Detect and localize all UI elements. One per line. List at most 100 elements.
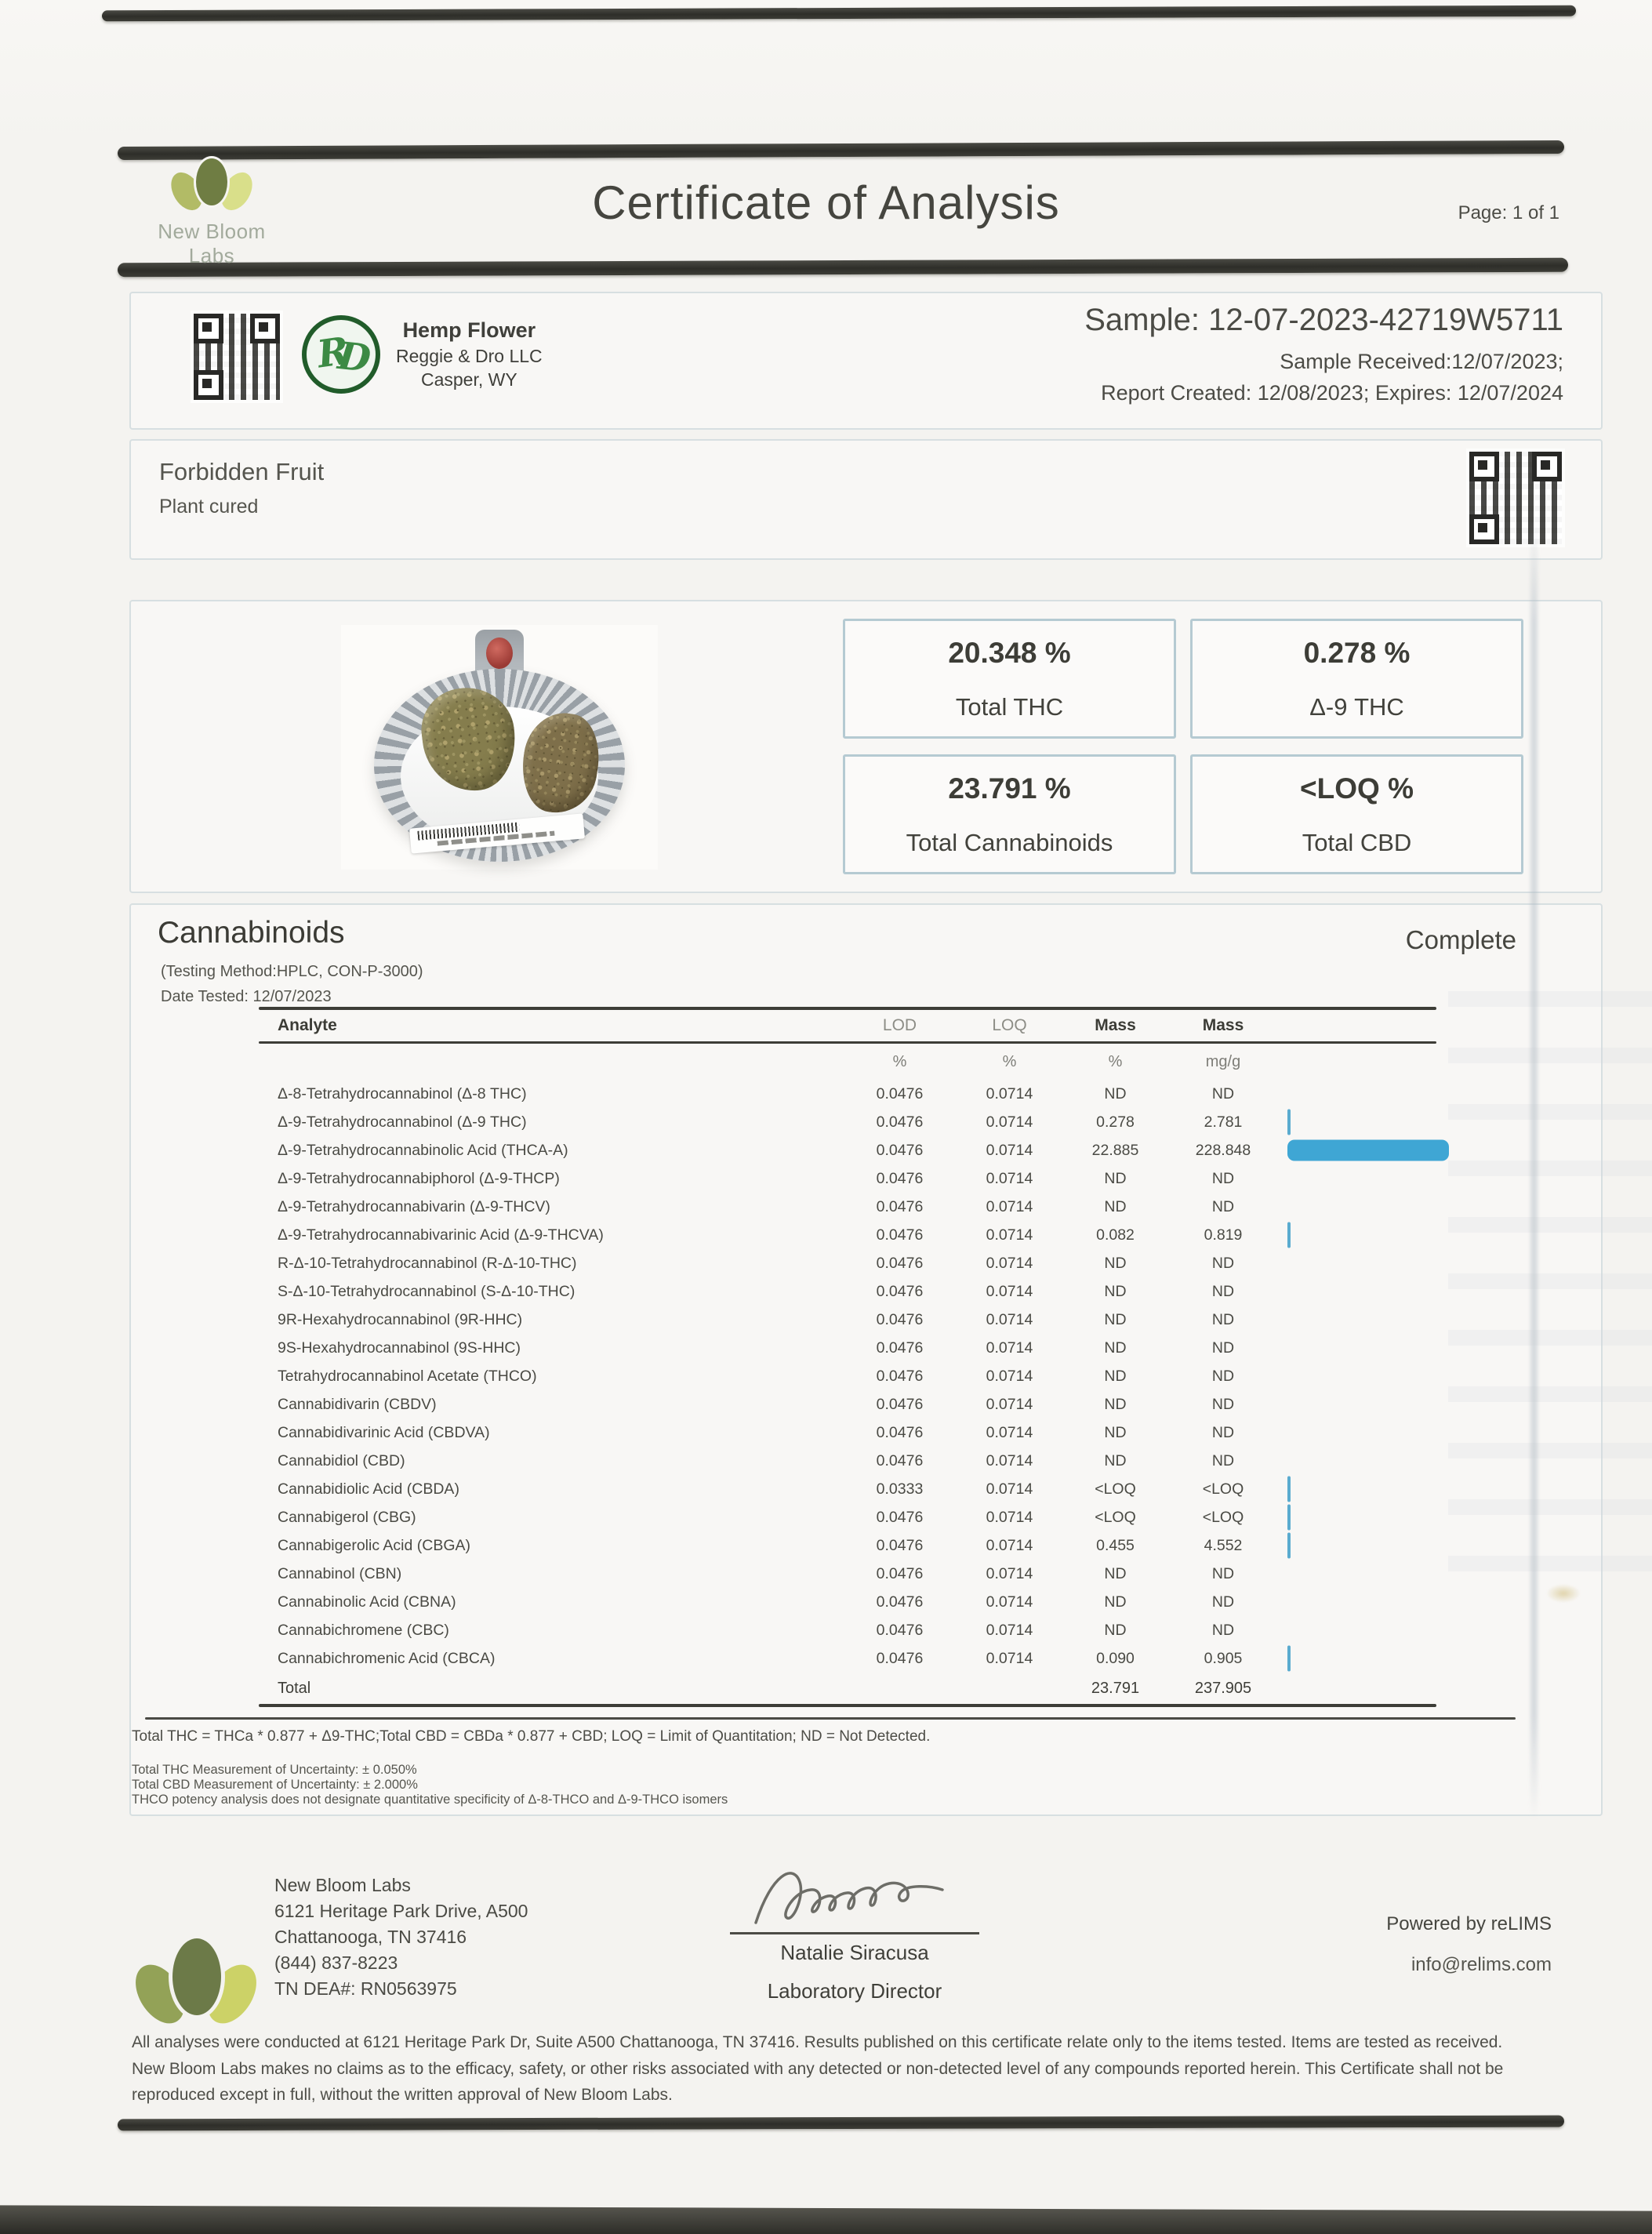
sample-meta: Sample: 12-07-2023-42719W5711 Sample Rec… [1084, 303, 1563, 405]
lod-value: 0.0476 [876, 1226, 924, 1244]
mass-mgg-value: 2.781 [1204, 1113, 1243, 1131]
loq-value: 0.0714 [986, 1339, 1033, 1357]
summary-label: Total CBD [1302, 828, 1412, 856]
analyte-name: Cannabinolic Acid (CBNA) [278, 1593, 456, 1611]
col-bar [1278, 1010, 1436, 1041]
analyte-name: Δ-9-Tetrahydrocannabinolic Acid (THCA-A) [278, 1141, 568, 1159]
summary-value: 20.348 % [948, 636, 1071, 669]
col-mass-pct: Mass [1095, 1016, 1136, 1034]
table-rule [259, 1041, 1436, 1044]
lod-value: 0.0476 [876, 1084, 924, 1102]
mass-mgg-value: <LOQ [1202, 1480, 1244, 1498]
mass-bar-cell [1278, 1390, 1436, 1418]
loq-value: 0.0714 [986, 1649, 1033, 1667]
sample-id: Sample: 12-07-2023-42719W5711 [1084, 303, 1563, 337]
unit-mass-mgg: mg/g [1205, 1052, 1241, 1070]
mass-mgg-value: ND [1211, 1593, 1235, 1611]
lod-value: 0.0476 [876, 1310, 924, 1328]
signature-line [730, 1932, 979, 1934]
mass-tick [1287, 1645, 1291, 1672]
mass-mgg-value: ND [1211, 1367, 1235, 1385]
mass-mgg-value: ND [1211, 1564, 1235, 1582]
mass-bar-cell [1278, 1447, 1436, 1475]
unit-loq: % [1002, 1052, 1017, 1070]
lod-value: 0.0476 [876, 1367, 924, 1385]
mass-pct-value: 0.082 [1096, 1226, 1135, 1244]
client-block: Hemp Flower Reggie & Dro LLC Casper, WY [396, 318, 543, 390]
mass-bar-cell [1278, 1334, 1436, 1362]
mass-pct-value: ND [1104, 1282, 1127, 1300]
mass-mgg-value: 0.905 [1204, 1649, 1243, 1667]
mass-pct-value: <LOQ [1095, 1508, 1136, 1526]
analyte-name: Δ-8-Tetrahydrocannabinol (Δ-8 THC) [278, 1084, 527, 1102]
mass-tick [1287, 1222, 1291, 1248]
summary-label: Δ-9 THC [1309, 692, 1404, 721]
mass-pct-value: 0.090 [1096, 1649, 1135, 1667]
mass-pct-value: 0.455 [1096, 1536, 1135, 1554]
mass-mgg-value: ND [1211, 1423, 1235, 1441]
loq-value: 0.0714 [986, 1310, 1033, 1328]
total-bar [1278, 1673, 1436, 1704]
product-prep: Plant cured [159, 496, 259, 518]
mass-tick [1287, 1532, 1291, 1559]
summary-box: 20.348 % Total THC [843, 619, 1176, 739]
uncertainty-note: THCO potency analysis does not designate… [132, 1793, 728, 1807]
mass-mgg-value: 0.819 [1204, 1226, 1243, 1244]
footer-address2: Chattanooga, TN 37416 [274, 1927, 467, 1947]
table-header-row: Analyte LOD LOQ Mass Mass [259, 1010, 1436, 1041]
mass-bar-cell [1278, 1503, 1436, 1531]
mass-bar-cell [1278, 1644, 1436, 1673]
page-number: Page: 1 of 1 [1458, 202, 1559, 223]
mass-bar-cell [1278, 1418, 1436, 1447]
header-rule-top [117, 140, 1565, 161]
footer-address1: 6121 Heritage Park Drive, A500 [274, 1901, 528, 1921]
mass-mgg-value: ND [1211, 1197, 1235, 1215]
mass-pct-value: ND [1104, 1451, 1127, 1469]
loq-value: 0.0714 [986, 1141, 1033, 1159]
red-dot [486, 638, 513, 669]
client-company: Reggie & Dro LLC [396, 346, 543, 366]
testing-method: (Testing Method:HPLC, CON-P-3000) [161, 963, 423, 980]
table-units-row: %%% mg/g [259, 1044, 1436, 1080]
total-mass-mgg: 237.905 [1194, 1679, 1252, 1697]
lod-value: 0.0333 [876, 1480, 924, 1498]
scan-band-bottom [0, 2205, 1652, 2234]
table-row: Cannabigerol (CBG) 0.0476 0.0714 <LOQ <LOQ [259, 1503, 1436, 1531]
table-rule [259, 1007, 1436, 1010]
lab-address-block: New Bloom Labs 6121 Heritage Park Drive,… [274, 1873, 528, 2002]
mass-bar-cell [1278, 1164, 1436, 1193]
table-row: Cannabinolic Acid (CBNA) 0.0476 0.0714 ND ND [259, 1588, 1436, 1616]
mass-pct-value: ND [1104, 1423, 1127, 1441]
mass-bar-cell [1278, 1588, 1436, 1616]
mass-mgg-value: ND [1211, 1084, 1235, 1102]
scan-band-top [0, 0, 1652, 143]
mass-bar-cell [1278, 1560, 1436, 1588]
table-row: Cannabichromenic Acid (CBCA) 0.0476 0.0714… [259, 1644, 1436, 1673]
mass-pct-value: ND [1104, 1169, 1127, 1187]
lod-value: 0.0476 [876, 1536, 924, 1554]
loq-value: 0.0714 [986, 1593, 1033, 1611]
disclaimer-text: All analyses were conducted at 6121 Heri… [132, 2033, 1504, 2104]
mass-bar-cell [1278, 1475, 1436, 1503]
footer-rule [117, 2115, 1565, 2131]
product-type: Hemp Flower [402, 318, 536, 342]
signature-block: Natalie Siracusa Laboratory Director [690, 1860, 1019, 2003]
mass-bar-cell [1278, 1136, 1449, 1164]
analyte-name: Δ-9-Tetrahydrocannabinol (Δ-9 THC) [278, 1113, 527, 1131]
table-total-row: Total 23.791 237.905 [259, 1673, 1436, 1704]
table-row: Tetrahydrocannabinol Acetate (THCO) 0.047… [259, 1362, 1436, 1390]
footer-leaf-logo-icon [125, 1937, 267, 2054]
mass-bar [1287, 1139, 1449, 1161]
mass-mgg-value: ND [1211, 1310, 1235, 1328]
mass-mgg-value: ND [1211, 1451, 1235, 1469]
mass-mgg-value: ND [1211, 1395, 1235, 1413]
loq-value: 0.0714 [986, 1226, 1033, 1244]
mass-pct-value: ND [1104, 1395, 1127, 1413]
loq-value: 0.0714 [986, 1536, 1033, 1554]
mass-pct-value: ND [1104, 1084, 1127, 1102]
date-tested: Date Tested: 12/07/2023 [161, 988, 332, 1005]
mass-tick [1287, 1504, 1291, 1531]
